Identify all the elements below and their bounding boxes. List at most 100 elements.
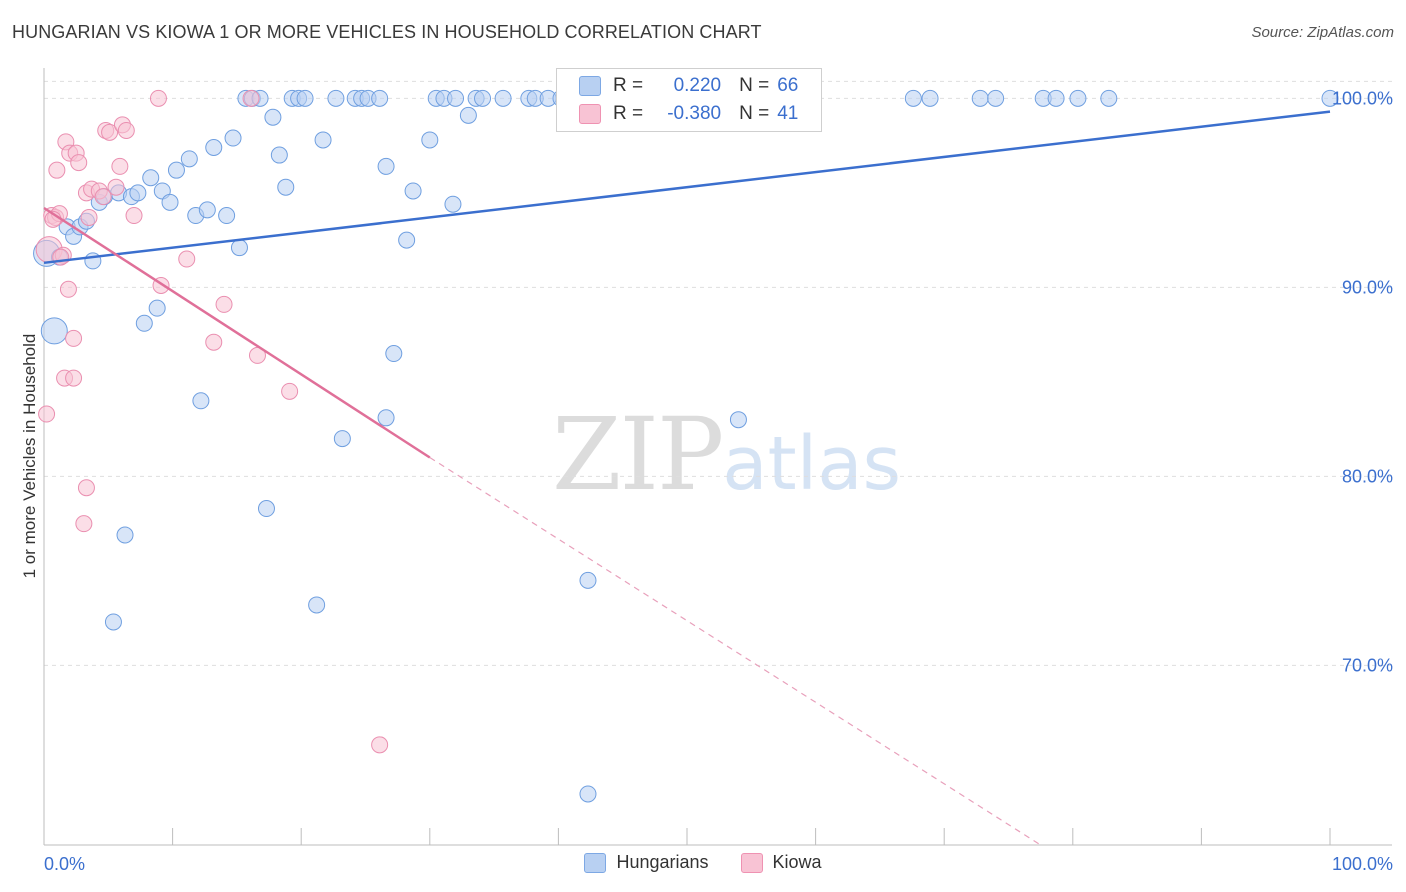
y-tick-label-1: 80.0% [1342,466,1393,486]
y-tick-label-0: 70.0% [1342,655,1393,675]
point-hungarians-47 [377,157,395,175]
trend-line-hungarians [43,110,1331,265]
y-axis-label: 1 or more Vehicles in Household [20,333,39,579]
point-hungarians-58 [494,89,512,107]
n-label: N = [739,103,770,124]
point-hungarians-19 [161,193,179,211]
point-kiowa-9 [59,280,77,298]
axes [43,68,1392,846]
n-value-hungarians: 66 [777,75,799,96]
grid-lines [44,80,1392,666]
correlation-legend: R = 0.220 N = 66 R = -0.380 N = 41 [556,68,822,132]
point-kiowa-29 [149,89,167,107]
point-hungarians-77 [377,409,395,427]
y-tick-label-3: 100.0% [1332,88,1393,108]
point-kiowa-36 [281,382,299,400]
legend-row-hungarians: R = 0.220 N = 66 [579,73,798,99]
point-hungarians-46 [371,89,389,107]
series-legend: Hungarians Kiowa [0,852,1406,873]
point-kiowa-32 [205,333,223,351]
point-kiowa-34 [242,89,260,107]
point-hungarians-28 [230,239,248,257]
series-name-kiowa: Kiowa [772,852,822,872]
series-swatch-hungarians [584,852,607,873]
point-hungarians-32 [257,500,275,518]
point-kiowa-14 [70,154,88,172]
point-hungarians-49 [398,231,416,249]
r-label: R = [613,103,644,124]
watermark: ZIPatlas [552,396,901,513]
point-hungarians-39 [308,596,326,614]
point-hungarians-54 [447,89,465,107]
point-hungarians-26 [218,207,236,225]
point-hungarians-23 [192,392,210,410]
point-kiowa-4 [48,161,66,179]
point-hungarians-73 [1047,89,1065,107]
chart-title: HUNGARIAN VS KIOWA 1 OR MORE VEHICLES IN… [12,22,762,42]
point-kiowa-21 [94,188,112,206]
point-hungarians-14 [129,184,147,202]
point-hungarians-38 [296,89,314,107]
point-hungarians-78 [444,195,462,213]
r-label: R = [613,75,644,96]
series-legend-hungarians[interactable]: Hungarians [584,852,709,873]
r-value-hungarians: 0.220 [673,75,722,96]
point-hungarians-76 [1321,89,1339,107]
point-hungarians-21 [180,150,198,168]
point-kiowa-33 [215,295,233,313]
legend-swatch-kiowa [579,104,601,124]
point-hungarians-71 [987,89,1005,107]
point-hungarians-34 [270,146,288,164]
point-hungarians-12 [116,526,134,544]
n-label: N = [739,75,770,96]
point-hungarians-63 [579,571,597,589]
data-points [33,89,1339,803]
point-hungarians-41 [327,89,345,107]
point-kiowa-37 [371,736,389,754]
point-hungarians-24 [198,201,216,219]
point-kiowa-25 [111,157,129,175]
point-hungarians-75 [1100,89,1118,107]
point-kiowa-15 [75,515,93,533]
point-kiowa-28 [125,207,143,225]
point-kiowa-24 [107,178,125,196]
point-kiowa-18 [80,208,98,226]
point-hungarians-79 [579,785,597,803]
point-hungarians-74 [1069,89,1087,107]
source-label: Source: ZipAtlas.com [1251,24,1394,41]
point-hungarians-1 [40,317,68,345]
point-hungarians-25 [205,139,223,156]
series-legend-kiowa[interactable]: Kiowa [740,852,822,873]
point-hungarians-70 [971,89,989,107]
point-hungarians-55 [459,106,477,124]
series-name-hungarians: Hungarians [616,852,709,872]
point-hungarians-10 [104,613,122,631]
point-hungarians-40 [314,131,332,149]
point-kiowa-11 [65,329,83,347]
trend-lines [43,110,1331,846]
point-hungarians-66 [729,411,747,429]
trend-line-kiowa-extension [429,456,1041,846]
series-swatch-kiowa [740,852,763,873]
point-kiowa-31 [178,250,196,268]
point-hungarians-42 [333,430,351,448]
point-hungarians-17 [148,299,166,317]
watermark-zip: ZIP [552,396,724,513]
trend-line-kiowa [43,206,431,459]
point-kiowa-23 [101,123,119,141]
point-kiowa-17 [77,479,95,497]
tick-labels: 70.0% 80.0% 90.0% 100.0% 0.0% 100.0% [44,88,1393,874]
point-hungarians-69 [921,89,939,107]
point-hungarians-27 [224,129,242,147]
n-value-kiowa: 41 [777,103,799,124]
y-tick-label-2: 90.0% [1342,277,1393,297]
point-kiowa-0 [38,405,56,423]
point-hungarians-48 [385,345,403,363]
x-tick-label-min: 0.0% [44,854,85,874]
point-hungarians-57 [474,89,492,107]
point-hungarians-33 [264,108,282,126]
x-tick-label-max: 100.0% [1332,854,1393,874]
legend-row-kiowa: R = -0.380 N = 41 [579,101,798,127]
watermark-atlas: atlas [722,421,902,507]
